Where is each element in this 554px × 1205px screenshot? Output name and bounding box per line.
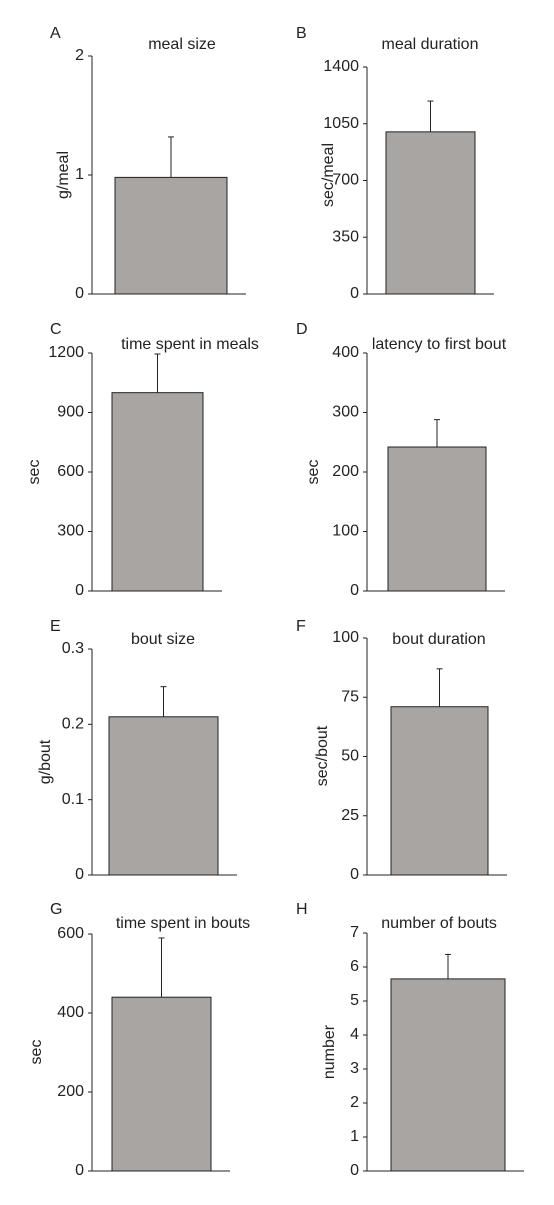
y-tick-label: 2: [75, 47, 84, 64]
y-tick-label: 0.3: [62, 640, 84, 657]
y-tick-label: 0: [75, 582, 84, 599]
y-tick-label: 200: [332, 463, 359, 480]
y-axis-label: g/bout: [37, 739, 54, 784]
y-tick-label: 0: [350, 582, 359, 599]
panel-letter: E: [50, 618, 61, 635]
y-tick-label: 4: [350, 1026, 359, 1043]
y-tick-label: 600: [57, 463, 84, 480]
y-axis-label: g/meal: [55, 151, 72, 199]
panel-title: time spent in bouts: [116, 915, 250, 932]
y-axis-label: sec/bout: [314, 725, 331, 786]
panel-title: bout duration: [392, 631, 485, 648]
y-tick-label: 1200: [48, 344, 84, 361]
panel-letter: A: [50, 25, 61, 42]
y-tick-label: 400: [332, 344, 359, 361]
y-tick-label: 1400: [323, 58, 359, 75]
y-tick-label: 0.1: [62, 791, 84, 808]
y-tick-label: 1050: [323, 115, 359, 132]
bar: [390, 706, 489, 876]
bar: [108, 716, 219, 876]
y-tick-label: 0: [75, 1162, 84, 1179]
y-axis-label: sec: [28, 1040, 45, 1065]
y-tick-label: 300: [57, 523, 84, 540]
panel-letter: H: [296, 901, 308, 918]
y-tick-label: 100: [332, 523, 359, 540]
bar: [114, 176, 228, 295]
y-tick-label: 0: [75, 285, 84, 302]
y-tick-label: 50: [341, 748, 359, 765]
y-tick-label: 7: [350, 924, 359, 941]
y-tick-label: 25: [341, 807, 359, 824]
y-tick-label: 600: [57, 925, 84, 942]
bar: [387, 446, 487, 592]
panel-title: latency to first bout: [372, 336, 507, 353]
bar: [390, 978, 506, 1172]
y-axis-label: sec/meal: [320, 143, 337, 207]
y-tick-label: 0: [350, 1162, 359, 1179]
bar: [385, 131, 476, 295]
panel-title: number of bouts: [381, 915, 497, 932]
y-tick-label: 0.2: [62, 716, 84, 733]
y-tick-label: 1: [350, 1128, 359, 1145]
panel-title: meal duration: [382, 36, 479, 53]
panel-title: bout size: [131, 631, 195, 648]
panel-letter: D: [296, 321, 308, 338]
panel-title: meal size: [148, 36, 216, 53]
bar: [111, 392, 204, 592]
y-tick-label: 0: [75, 866, 84, 883]
y-tick-label: 0: [350, 866, 359, 883]
y-axis-label: sec: [26, 460, 43, 485]
y-tick-label: 900: [57, 404, 84, 421]
y-tick-label: 1: [75, 166, 84, 183]
y-tick-label: 200: [57, 1083, 84, 1100]
y-tick-label: 5: [350, 992, 359, 1009]
y-tick-label: 350: [332, 228, 359, 245]
y-tick-label: 6: [350, 958, 359, 975]
panel-letter: C: [50, 321, 62, 338]
panel-title: time spent in meals: [121, 336, 259, 353]
y-axis-label: sec: [305, 460, 322, 485]
panel-letter: B: [296, 25, 307, 42]
y-tick-label: 2: [350, 1094, 359, 1111]
y-tick-label: 100: [332, 629, 359, 646]
y-tick-label: 75: [341, 688, 359, 705]
y-tick-label: 400: [57, 1004, 84, 1021]
panel-letter: F: [296, 618, 306, 635]
bar: [111, 996, 212, 1172]
y-tick-label: 3: [350, 1060, 359, 1077]
y-axis-label: number: [321, 1024, 338, 1079]
y-tick-label: 0: [350, 285, 359, 302]
y-tick-label: 300: [332, 404, 359, 421]
panel-letter: G: [50, 901, 62, 918]
y-tick-label: 700: [332, 172, 359, 189]
